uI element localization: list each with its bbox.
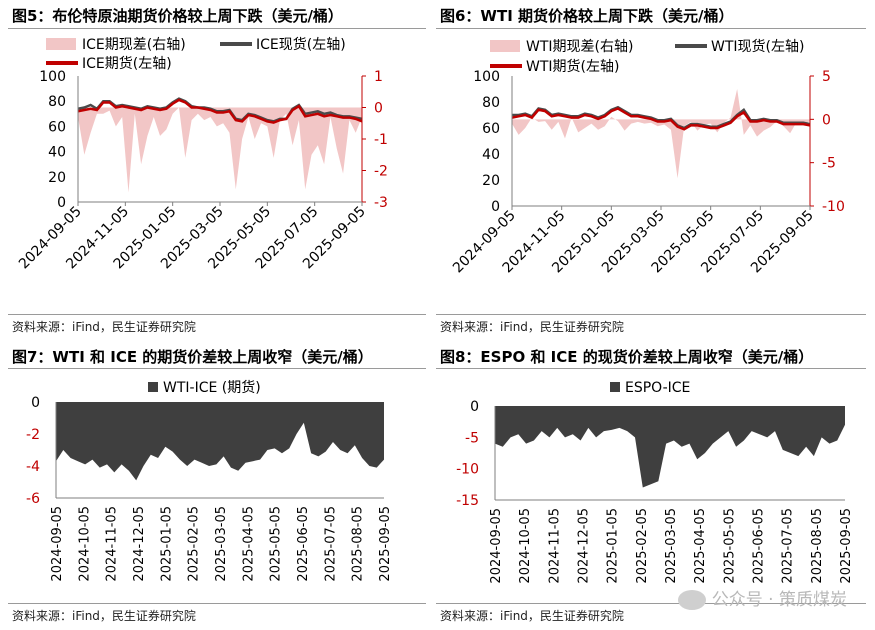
source-rule — [436, 603, 866, 604]
futures-price-line — [511, 107, 811, 131]
x-tick-label: 2024-10-05 — [77, 506, 92, 582]
chart-title: 图8：ESPO 和 ICE 的现货价差较上周收窄（美元/桶） — [440, 348, 814, 366]
y-tick-label: -10 — [456, 462, 479, 478]
legend-label: ICE期现差(右轴) — [82, 37, 186, 53]
spread-area — [512, 89, 810, 179]
source-rule — [8, 603, 426, 604]
x-tick-label: 2025-03-05 — [214, 506, 229, 582]
legend-label: ICE现货(左轴) — [256, 36, 346, 53]
y-tick-label: 80 — [482, 95, 500, 111]
legend-label: WTI-ICE (期货) — [163, 379, 261, 396]
legend-swatch — [148, 382, 158, 392]
y-tick-label: 80 — [48, 94, 66, 110]
y2-tick-label: -2 — [374, 164, 388, 180]
x-tick-label: 2024-09-05 — [50, 506, 65, 582]
y2-tick-label: 5 — [822, 69, 831, 85]
x-tick-label: 2025-08-05 — [810, 508, 825, 584]
y-tick-label: 20 — [48, 170, 66, 186]
source-note: 资料来源：iFind，民生证券研究院 — [12, 609, 196, 623]
x-tick-label: 2025-07-05 — [323, 506, 338, 582]
title-rule — [436, 28, 866, 29]
x-tick-label: 2025-03-05 — [664, 508, 679, 584]
y-tick-label: 0 — [470, 399, 479, 415]
y-tick-label: 40 — [482, 147, 500, 163]
y2-tick-label: -3 — [374, 195, 388, 211]
title-rule — [8, 28, 426, 29]
x-tick-label: 2025-05-05 — [722, 508, 737, 584]
x-tick-label: 2024-11-05 — [547, 508, 562, 584]
watermark: 公众号 · 策质煤炭 — [677, 585, 847, 610]
title-rule — [436, 368, 866, 369]
x-tick-label: 2025-08-05 — [351, 506, 366, 582]
source-note: 资料来源：iFind，民生证券研究院 — [440, 609, 624, 623]
y-tick-label: 60 — [482, 121, 500, 137]
chart-fig5: 020406080100-3-2-1012024-09-052024-11-05… — [16, 36, 388, 272]
spot-price-line — [512, 105, 811, 130]
y2-tick-label: 1 — [374, 69, 383, 85]
x-tick-label: 2025-09-05 — [839, 508, 854, 584]
chart-fig7: 0 -2 -4 -6 2024-09-05 2024-10-05 2024-11-05 202… — [26, 379, 393, 582]
x-tick-label: 2024-11-05 — [105, 506, 120, 582]
chart-fig8: 0 -5 -10 -15 2024-09-05 2024-10-05 2024-11-05 2… — [456, 380, 854, 584]
spread-area — [78, 107, 362, 193]
x-tick-label: 2025-05-05 — [269, 506, 284, 582]
y-tick-label: 100 — [39, 69, 66, 85]
source-note: 资料来源：iFind，民生证券研究院 — [12, 320, 196, 334]
legend-swatch — [610, 382, 620, 392]
y2-tick-label: -5 — [822, 156, 836, 172]
y2-tick-label: 0 — [374, 101, 383, 117]
chart-title: 图6：WTI 期货价格较上周下跌（美元/桶） — [440, 7, 734, 25]
legend-swatch — [46, 38, 76, 50]
y-tick-label: 20 — [482, 173, 500, 189]
y-tick-label: 100 — [473, 69, 500, 85]
legend-label: ESPO-ICE — [625, 380, 690, 396]
x-tick-label: 2025-02-05 — [635, 508, 650, 584]
y-tick-label: -5 — [465, 430, 479, 446]
x-tick-label: 2024-12-05 — [132, 506, 147, 582]
y-tick-label: -6 — [26, 491, 40, 507]
y2-tick-label: -1 — [374, 132, 388, 148]
x-tick-label: 2025-04-05 — [241, 506, 256, 582]
x-tick-label: 2024-10-05 — [518, 508, 533, 584]
chart-title: 图7：WTI 和 ICE 的期货价差较上周收窄（美元/桶） — [12, 348, 373, 366]
y-tick-label: -2 — [26, 427, 40, 443]
source-rule — [8, 314, 426, 315]
y-tick-label: 60 — [48, 119, 66, 135]
legend-label: WTI现货(左轴) — [711, 38, 804, 55]
legend-label: ICE期货(左轴) — [82, 55, 172, 72]
legend-label: WTI期货(左轴) — [526, 58, 619, 75]
x-tick-label: 2025-04-05 — [693, 508, 708, 584]
x-tick-label: 2025-01-05 — [606, 508, 621, 584]
x-tick-label: 2025-06-05 — [752, 508, 767, 584]
spread-area — [495, 406, 845, 488]
legend-swatch — [490, 40, 520, 52]
y2-tick-label: 0 — [822, 112, 831, 128]
y-tick-label: 40 — [48, 145, 66, 161]
chart-title: 图5：布伦特原油期货价格较上周下跌（美元/桶） — [12, 7, 343, 25]
y2-tick-label: -10 — [822, 199, 845, 215]
x-tick-label: 2025-06-05 — [296, 506, 311, 582]
y-tick-label: 0 — [491, 199, 500, 215]
y-tick-label: 0 — [31, 395, 40, 411]
wechat-logo-icon — [677, 590, 706, 610]
y-tick-label: -15 — [456, 493, 479, 509]
x-tick-label: 2024-12-05 — [577, 508, 592, 584]
source-note: 资料来源：iFind，民生证券研究院 — [440, 320, 624, 334]
x-tick-label: 2024-09-05 — [489, 508, 504, 584]
x-tick-label: 2025-07-05 — [781, 508, 796, 584]
chart-fig6: 020406080100-10-5052024-09-052024-11-052… — [450, 38, 845, 276]
source-rule — [436, 314, 866, 315]
watermark-text: 公众号 · 策质煤炭 — [711, 590, 847, 610]
title-rule — [8, 368, 426, 369]
spread-area — [56, 402, 384, 481]
y-tick-label: -4 — [26, 459, 40, 475]
y-tick-label: 0 — [57, 195, 66, 211]
x-tick-label: 2025-02-05 — [187, 506, 202, 582]
x-tick-label: 2025-09-05 — [378, 506, 393, 582]
futures-price-line — [77, 98, 363, 124]
x-tick-label: 2025-01-05 — [159, 506, 174, 582]
legend-label: WTI期现差(右轴) — [526, 39, 633, 55]
